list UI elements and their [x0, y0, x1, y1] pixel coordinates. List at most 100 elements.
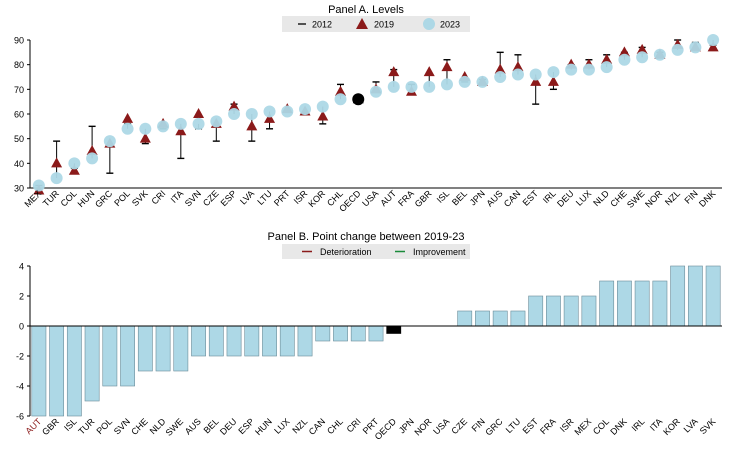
- panel-b-category-label: KOR: [661, 416, 682, 437]
- panel-a-title: Panel A. Levels: [328, 4, 404, 16]
- panel-b-title: Panel B. Point change between 2019-23: [268, 231, 465, 243]
- point-2023: [192, 117, 205, 130]
- panel-b-category-label: CHL: [325, 416, 345, 436]
- point-2023: [50, 172, 63, 185]
- panel-a-category-label: GBR: [413, 188, 434, 209]
- panel-b-y-tick-label: -2: [16, 352, 24, 362]
- panel-a-category-label: KOR: [306, 188, 327, 209]
- point-2019: [317, 110, 329, 121]
- point-2019: [335, 85, 347, 96]
- panel-b-category-label: ESP: [236, 416, 256, 436]
- bar: [155, 325, 171, 372]
- panel-a-category-label: GRC: [93, 188, 115, 210]
- panel-a-category-label: CHE: [608, 188, 629, 209]
- bar: [244, 325, 260, 357]
- point-2023: [86, 152, 99, 165]
- panel-a-category-label: HUN: [76, 188, 97, 209]
- panel-a-category-label: LTU: [255, 188, 274, 207]
- point-2023: [707, 34, 720, 46]
- point-2023: [316, 100, 329, 113]
- panel-b-y-tick-label: 4: [19, 262, 24, 272]
- bar: [510, 310, 526, 327]
- panel-a-category-label: AUS: [484, 188, 504, 208]
- bar: [581, 295, 597, 327]
- point-2023: [281, 105, 294, 118]
- point-2019: [707, 41, 719, 52]
- panel-a-category-label: DEU: [555, 188, 576, 209]
- panel-a-category-label: USA: [360, 188, 380, 208]
- panel-a-y-tick-label: 30: [14, 184, 24, 194]
- panel-a-y-tick-label: 50: [14, 134, 24, 144]
- point-2023: [139, 122, 152, 135]
- point-2023: [299, 103, 312, 116]
- point-2023: [263, 105, 276, 118]
- point-2023: [210, 115, 223, 128]
- bar: [315, 325, 331, 342]
- point-2019: [601, 53, 613, 64]
- point-2019: [530, 75, 542, 86]
- bar: [173, 325, 189, 372]
- panel-b-y-tick-label: 0: [19, 322, 24, 332]
- point-2023: [582, 63, 595, 76]
- bar: [475, 310, 490, 327]
- panel-a-legend: 2012 2019 2023: [282, 16, 470, 32]
- point-2023: [103, 135, 116, 148]
- point-2019: [512, 61, 524, 72]
- point-2023: [174, 117, 187, 130]
- panel-b-category-label: POL: [94, 416, 114, 436]
- point-2023: [671, 43, 684, 56]
- panel-b-category-label: USA: [431, 416, 451, 436]
- bar: [634, 280, 650, 327]
- point-2019: [122, 112, 134, 123]
- panel-b-category-label: NZL: [290, 416, 309, 435]
- point-2023: [32, 179, 45, 192]
- bar: [31, 325, 47, 417]
- panel-b-category-label: SWE: [164, 416, 186, 438]
- point-2019: [618, 46, 630, 57]
- point-2019: [193, 108, 205, 118]
- bar: [617, 280, 632, 327]
- point-2019: [246, 120, 258, 131]
- point-2023: [689, 41, 702, 54]
- bar: [687, 265, 703, 327]
- point-2019: [441, 61, 453, 72]
- panel-a-y-tick-label: 60: [14, 110, 24, 120]
- legend-improvement-label: Improvement: [413, 247, 466, 257]
- bar: [191, 325, 206, 357]
- point-2023: [245, 108, 258, 120]
- point-2023: [157, 120, 170, 133]
- point-2023: [440, 78, 453, 91]
- point-2019: [228, 100, 240, 111]
- point-2023: [352, 93, 365, 106]
- point-2023: [405, 80, 418, 93]
- bar: [652, 280, 668, 327]
- panel-b-category-label: BEL: [202, 416, 221, 435]
- bar: [599, 280, 615, 327]
- panel-a-category-label: JPN: [468, 188, 487, 207]
- point-2023: [458, 75, 471, 88]
- panel-b-category-label: DEU: [218, 416, 239, 437]
- panel-a-category-label: ESP: [219, 188, 239, 208]
- panel-a-category-label: CAN: [502, 188, 523, 209]
- point-2023: [618, 53, 631, 66]
- panel-a-y-tick-label: 70: [14, 85, 24, 95]
- panel-b-category-label: NOR: [412, 416, 434, 438]
- bar: [386, 325, 402, 334]
- panel-b-category-label: CRI: [345, 416, 363, 434]
- panel-b-category-label: LUX: [272, 416, 291, 435]
- panel-a-category-label: FRA: [396, 188, 416, 208]
- panel-a-category-label: DNK: [697, 188, 718, 209]
- panel-b-legend: Deterioration Improvement: [282, 244, 470, 259]
- panel-a-category-label: POL: [112, 188, 132, 208]
- panel-a-y-tick-label: 90: [14, 36, 24, 46]
- bar: [457, 310, 473, 327]
- bar: [84, 325, 100, 402]
- panel-a-y-tick-label: 80: [14, 60, 24, 70]
- point-2023: [423, 80, 436, 93]
- panel-a-y-tick-label: 40: [14, 159, 24, 169]
- panel-b-category-label: LTU: [504, 416, 523, 435]
- bar: [546, 295, 561, 327]
- panel-b-category-label: LVA: [682, 416, 700, 434]
